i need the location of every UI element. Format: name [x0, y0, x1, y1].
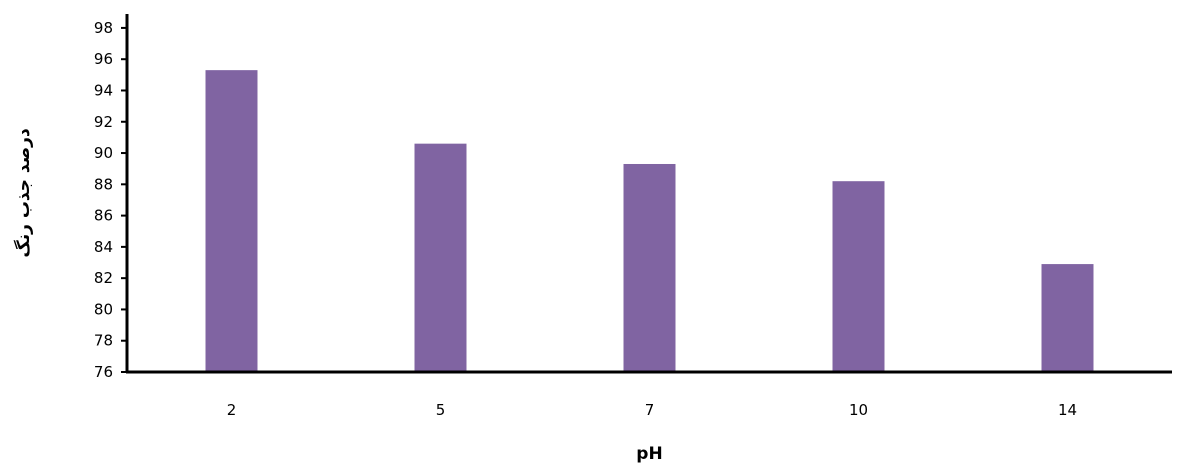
y-axis-ticks: 76 78 80 82 84 86 88 90 92 94 96 98	[94, 19, 127, 381]
y-tick-label: 94	[94, 81, 113, 99]
x-tick-label: 2	[227, 401, 237, 419]
bar-5	[414, 143, 467, 372]
y-tick-label: 82	[94, 269, 113, 287]
bar-14	[1041, 264, 1094, 372]
bar-10	[832, 181, 885, 372]
y-tick-label: 80	[94, 300, 113, 318]
x-tick-label: 10	[849, 401, 868, 419]
y-tick-label: 92	[94, 113, 113, 131]
y-tick-label: 76	[94, 363, 113, 381]
y-tick-label: 90	[94, 144, 113, 162]
y-axis-title: درصد جذب رنگ	[13, 128, 34, 258]
x-tick-label: 14	[1058, 401, 1077, 419]
x-axis-title: pH	[636, 444, 662, 464]
y-tick-label: 84	[94, 238, 113, 256]
y-tick-label: 88	[94, 175, 113, 193]
bar-7	[623, 163, 676, 372]
y-tick-label: 98	[94, 19, 113, 37]
x-tick-label: 7	[645, 401, 655, 419]
x-tick-label: 5	[436, 401, 446, 419]
y-tick-label: 96	[94, 50, 113, 68]
y-tick-label: 78	[94, 332, 113, 350]
bar-series	[205, 70, 1094, 372]
x-axis-ticks: 2 5 7 10 14	[227, 401, 1077, 419]
bar-2	[205, 70, 258, 372]
y-tick-label: 86	[94, 207, 113, 225]
